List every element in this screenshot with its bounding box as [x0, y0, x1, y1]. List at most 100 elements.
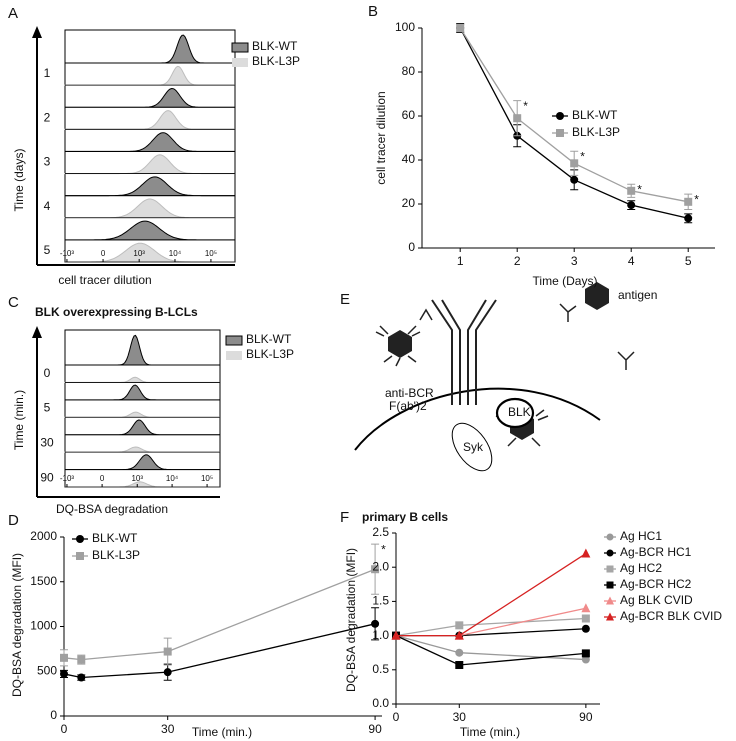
histogram [64, 198, 236, 219]
y-tick-label: 2.5 [372, 525, 389, 539]
y-tick-label: 1500 [30, 574, 57, 588]
panel-title: BLK overexpressing B-LCLs [35, 305, 198, 319]
x-tick-label: 10⁵ [205, 249, 217, 258]
histogram [64, 132, 236, 152]
marker [581, 649, 590, 658]
y-tick-label: 0 [408, 240, 415, 254]
x-tick-label: 10⁴ [169, 249, 182, 258]
x-tick-label: 4 [628, 254, 635, 268]
significance-mark: * [580, 149, 585, 163]
x-tick-label: 90 [368, 722, 382, 736]
x-tick-label: 0 [393, 710, 400, 724]
y-tick-label: 0.5 [372, 662, 389, 676]
significance-mark: * [694, 192, 699, 206]
y-tick-label: 0.0 [372, 696, 389, 710]
legend-swatch [225, 335, 243, 346]
marker [627, 186, 636, 195]
panel-label: D [8, 512, 19, 529]
row-label: 90 [40, 470, 54, 484]
histogram [64, 376, 221, 383]
y-tick-label: 0 [50, 708, 57, 722]
legend-label: Ag HC1 [620, 529, 662, 543]
panel-label: F [340, 509, 349, 526]
x-axis-label: Time (min.) [192, 725, 252, 739]
significance-mark: * [637, 182, 642, 196]
y-tick-label: 80 [402, 64, 416, 78]
series-line [63, 568, 376, 661]
y-tick-label: 40 [402, 152, 416, 166]
marker [513, 114, 522, 123]
y-tick-label: 1000 [30, 619, 57, 633]
antigen-label: antigen [618, 288, 657, 302]
marker [391, 630, 401, 640]
antigen-icon [388, 330, 412, 358]
axis-arrow [32, 326, 42, 338]
row-label: 0 [44, 366, 51, 380]
legend-marker [556, 129, 564, 137]
x-tick-label: 3 [571, 254, 578, 268]
row-label: 30 [40, 436, 54, 450]
x-tick-label: 0 [61, 722, 68, 736]
y-tick-label: 2000 [30, 529, 57, 543]
x-tick-label: 5 [685, 254, 692, 268]
series-line [63, 623, 376, 679]
histogram [64, 65, 236, 86]
legend-marker [606, 596, 614, 605]
legend-label: BLK-L3P [572, 125, 620, 139]
x-axis-label: cell tracer dilution [58, 273, 151, 287]
antibody-label: anti-BCR [385, 386, 434, 400]
panel-label: C [8, 294, 19, 311]
series-line [395, 617, 586, 637]
marker [581, 614, 590, 623]
histogram [65, 34, 235, 64]
y-axis-label: Time (min.) [12, 390, 26, 450]
histogram [64, 411, 221, 418]
row-label: 3 [44, 155, 51, 169]
legend-marker [76, 552, 84, 560]
legend-label: Ag-BCR HC1 [620, 545, 692, 559]
marker [163, 668, 172, 677]
row-label: 2 [44, 110, 51, 124]
axis-arrow [32, 26, 42, 38]
histogram [64, 220, 236, 241]
x-tick-label: 0 [101, 249, 106, 258]
row-label: 1 [44, 66, 51, 80]
histogram [64, 87, 236, 108]
histogram [64, 154, 236, 175]
marker [77, 655, 86, 664]
x-tick-label: 10⁴ [166, 474, 179, 483]
marker [581, 655, 590, 664]
panel-label: B [368, 3, 378, 20]
marker [455, 648, 464, 657]
x-tick-label: 10³ [133, 249, 145, 258]
marker [371, 565, 380, 574]
y-axis-label: DQ-BSA degradation (MFI) [344, 548, 358, 692]
legend-marker [606, 612, 614, 621]
legend-marker [556, 112, 564, 120]
y-axis-label: DQ-BSA degradation (MFI) [10, 553, 24, 697]
marker [581, 548, 591, 558]
legend-label: Ag HC2 [620, 561, 662, 575]
y-tick-label: 20 [402, 196, 416, 210]
x-tick-label: 10³ [131, 474, 143, 483]
marker [581, 603, 591, 613]
legend-label: BLK-L3P [246, 347, 294, 361]
legend-swatch [231, 42, 249, 53]
histogram [65, 334, 220, 366]
marker [163, 647, 172, 656]
legend-label: BLK-WT [92, 531, 138, 545]
marker [570, 159, 579, 168]
x-tick-label: 90 [579, 710, 593, 724]
legend-marker [606, 581, 614, 589]
marker [455, 621, 464, 630]
y-tick-label: 1.5 [372, 594, 389, 608]
marker [570, 175, 579, 184]
marker [684, 214, 693, 223]
panel-title: primary B cells [362, 510, 448, 524]
histogram [64, 419, 221, 436]
legend-label: Ag-BCR HC2 [620, 577, 692, 591]
y-tick-label: 100 [395, 20, 415, 34]
series-line [395, 635, 586, 666]
